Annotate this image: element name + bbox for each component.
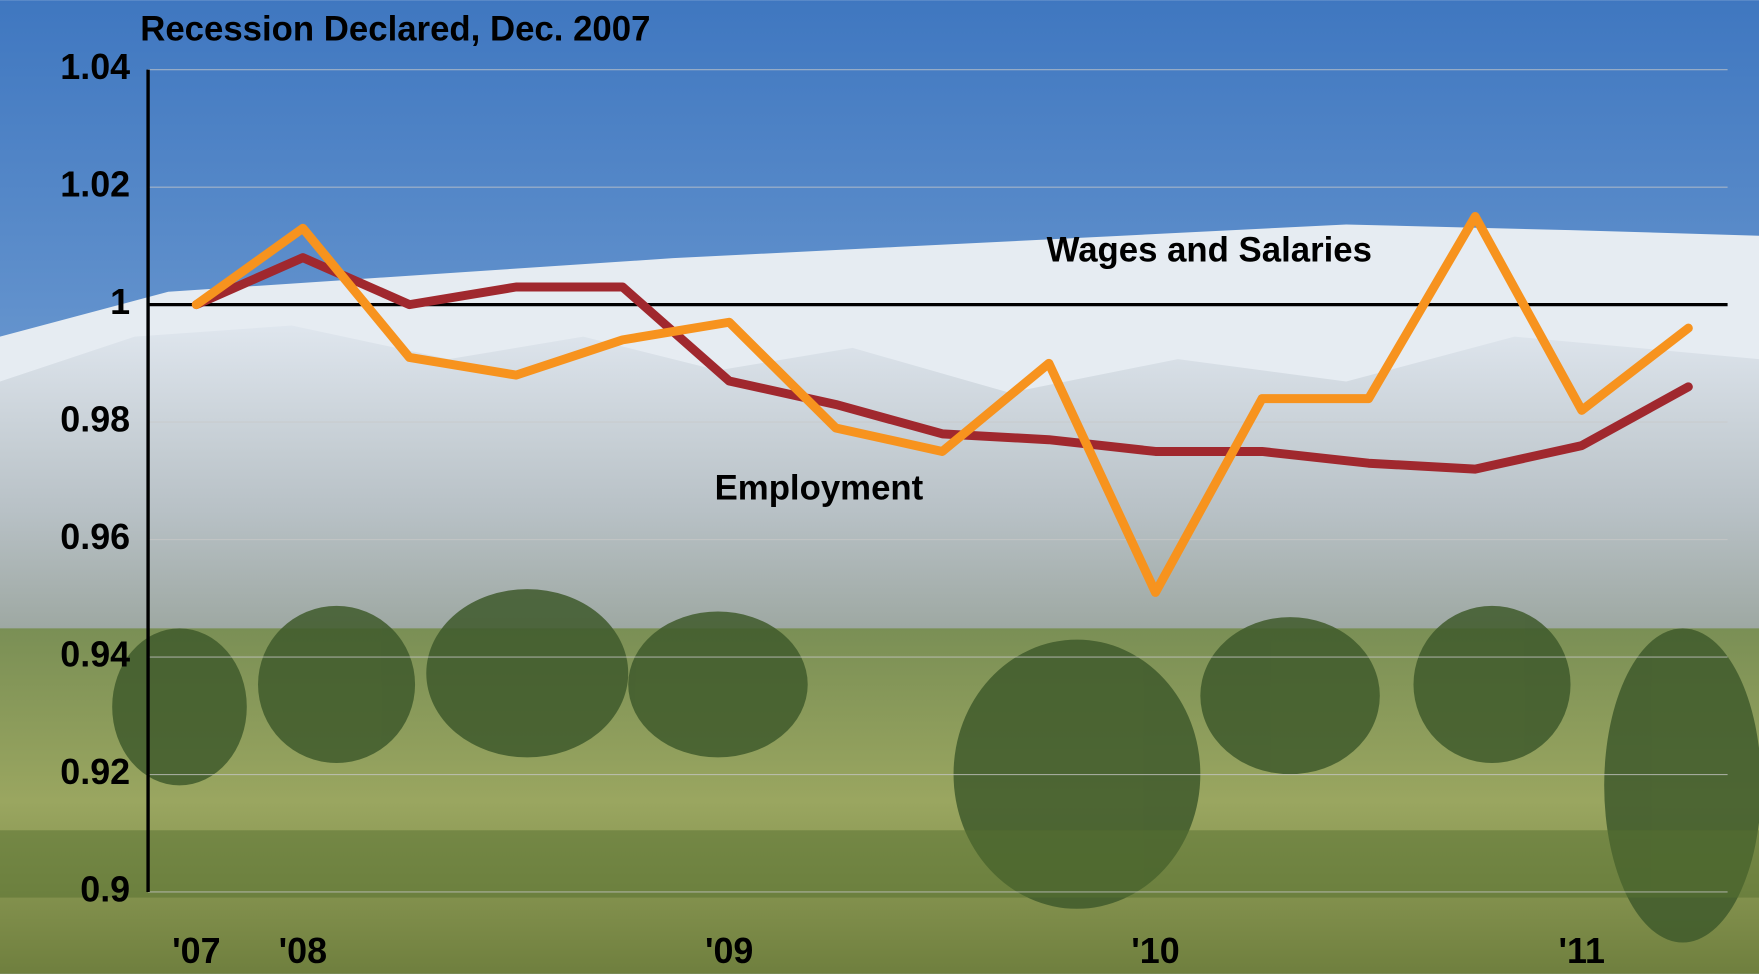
series-label: Employment xyxy=(715,470,924,508)
y-tick-label: 0.92 xyxy=(60,752,130,792)
y-tick-label: 0.96 xyxy=(60,517,130,557)
y-tick-label: 0.98 xyxy=(60,400,130,440)
x-tick-label: '11 xyxy=(1559,931,1605,971)
x-tick-label: '08 xyxy=(279,931,327,971)
x-tick-label: '09 xyxy=(705,931,753,971)
y-tick-label: 0.9 xyxy=(80,869,130,909)
y-tick-label: 1.02 xyxy=(60,165,130,205)
y-tick-label: 0.94 xyxy=(60,635,130,675)
series-line xyxy=(191,253,1693,474)
series-label: Wages and Salaries xyxy=(1047,232,1372,270)
x-tick-label: '07 xyxy=(172,931,220,971)
y-tick-label: 1.04 xyxy=(60,47,130,87)
series-line xyxy=(191,212,1693,597)
x-tick-label: '10 xyxy=(1131,931,1179,971)
y-tick-label: 1 xyxy=(110,282,130,322)
chart-title: Recession Declared, Dec. 2007 xyxy=(140,11,650,49)
